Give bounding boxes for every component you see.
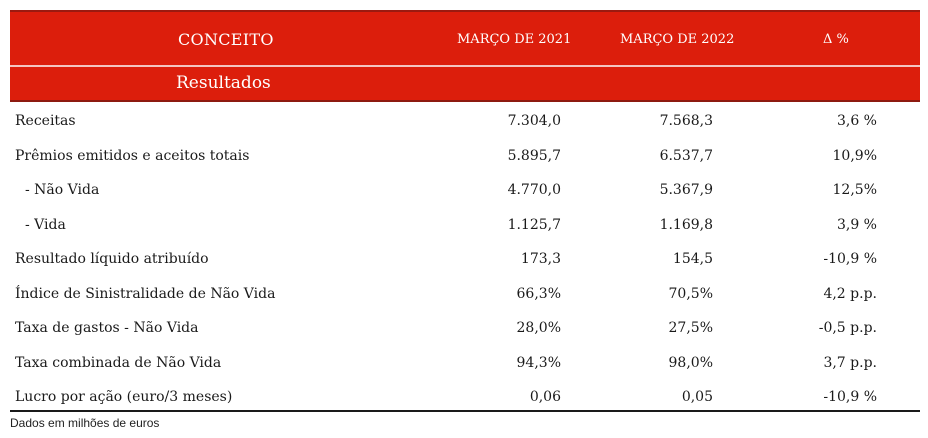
value-2022: 98,0% xyxy=(668,354,713,371)
row-label: - Não Vida xyxy=(25,182,100,198)
row-label: - Vida xyxy=(25,216,66,233)
table-row: Lucro por ação (euro/3 meses) 0,06 0,05 … xyxy=(10,380,920,415)
bottom-divider xyxy=(10,410,920,412)
value-2022: 5.367,9 xyxy=(659,182,713,198)
value-delta: 12,5% xyxy=(832,182,877,198)
value-2021: 1.125,7 xyxy=(507,216,561,233)
row-label: Taxa combinada de Não Vida xyxy=(15,354,222,371)
row-label: Receitas xyxy=(15,113,76,129)
header-march-2021: MARÇO DE 2021 xyxy=(457,32,572,47)
value-2021: 7.304,0 xyxy=(507,113,561,129)
value-2022: 6.537,7 xyxy=(659,147,713,164)
footnote: Dados em milhões de euros xyxy=(10,416,160,430)
table-row: - Vida 1.125,7 1.169,8 3,9 % xyxy=(10,208,920,243)
table-row: Resultado líquido atribuído 173,3 154,5 … xyxy=(10,242,920,277)
value-2022: 70,5% xyxy=(668,285,713,302)
row-label: Taxa de gastos - Não Vida xyxy=(15,320,199,336)
value-2022: 1.169,8 xyxy=(659,216,713,233)
value-2022: 27,5% xyxy=(668,320,713,336)
value-2022: 154,5 xyxy=(672,251,713,267)
value-2021: 4.770,0 xyxy=(507,182,561,198)
row-label: Lucro por ação (euro/3 meses) xyxy=(15,389,233,405)
value-delta: -10,9 % xyxy=(823,251,877,267)
header-concept: CONCEITO xyxy=(178,30,274,49)
value-2022: 0,05 xyxy=(681,389,713,405)
table-row: Receitas 7.304,0 7.568,3 3,6 % xyxy=(10,104,920,139)
value-delta: -0,5 p.p. xyxy=(818,320,877,336)
value-2022: 7.568,3 xyxy=(659,113,713,129)
value-delta: 3,7 p.p. xyxy=(823,354,877,371)
value-delta: 10,9% xyxy=(832,147,877,164)
header-delta-percent: Δ % xyxy=(823,32,849,47)
table-row: Taxa de gastos - Não Vida 28,0% 27,5% -0… xyxy=(10,311,920,346)
table-row: Taxa combinada de Não Vida 94,3% 98,0% 3… xyxy=(10,346,920,381)
table-body: Receitas 7.304,0 7.568,3 3,6 % Prêmios e… xyxy=(10,104,920,415)
table-row: - Não Vida 4.770,0 5.367,9 12,5% xyxy=(10,173,920,208)
table-row: Índice de Sinistralidade de Não Vida 66,… xyxy=(10,277,920,312)
value-2021: 173,3 xyxy=(520,251,561,267)
value-2021: 66,3% xyxy=(516,285,561,302)
section-header: Resultados xyxy=(10,67,920,102)
row-label: Prêmios emitidos e aceitos totais xyxy=(15,147,250,164)
value-2021: 5.895,7 xyxy=(507,147,561,164)
value-delta: -10,9 % xyxy=(823,389,877,405)
row-label: Resultado líquido atribuído xyxy=(15,251,209,267)
value-2021: 94,3% xyxy=(516,354,561,371)
table-row: Prêmios emitidos e aceitos totais 5.895,… xyxy=(10,139,920,174)
header-march-2022: MARÇO DE 2022 xyxy=(620,32,735,47)
value-delta: 3,6 % xyxy=(836,113,877,129)
row-label: Índice de Sinistralidade de Não Vida xyxy=(15,285,276,302)
table-header: CONCEITO MARÇO DE 2021 MARÇO DE 2022 Δ % xyxy=(10,10,920,67)
value-2021: 0,06 xyxy=(529,389,561,405)
results-table: CONCEITO MARÇO DE 2021 MARÇO DE 2022 Δ %… xyxy=(10,10,920,412)
value-delta: 3,9 % xyxy=(836,216,877,233)
value-2021: 28,0% xyxy=(516,320,561,336)
value-delta: 4,2 p.p. xyxy=(823,285,877,302)
section-title: Resultados xyxy=(176,73,271,93)
